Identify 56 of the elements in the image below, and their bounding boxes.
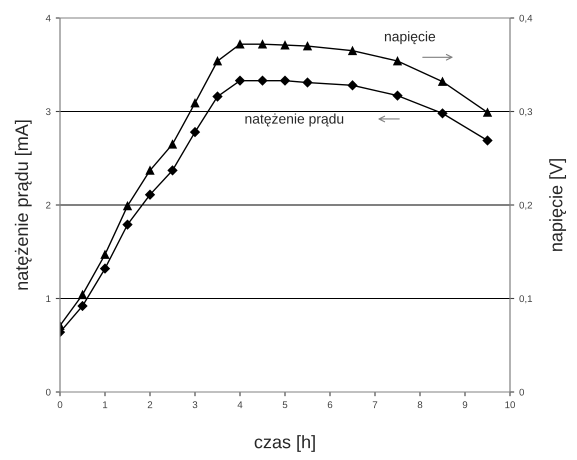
point	[168, 165, 178, 176]
y-tick-label: 4	[46, 14, 51, 22]
point	[213, 56, 222, 66]
series-label: natężenie prądu	[245, 114, 344, 126]
x-tick-label: 5	[282, 401, 288, 408]
y2-tick-label: 0	[519, 388, 524, 396]
point	[302, 78, 312, 88]
y2-tick-label: 0,4	[519, 14, 532, 23]
point	[236, 40, 244, 49]
x-tick-label: 9	[462, 401, 468, 408]
point	[438, 108, 448, 118]
y2-tick-label: 0,3	[519, 108, 532, 116]
x-tick-label: 1	[103, 401, 108, 408]
x-tick-label: 0	[58, 401, 62, 408]
x-tick-label: 4	[238, 401, 242, 408]
point	[483, 108, 492, 117]
x-tick-label: 8	[418, 401, 422, 408]
y-tick-label: 3	[46, 108, 51, 116]
x-tick-label: 7	[372, 401, 378, 408]
point	[146, 166, 154, 175]
point	[258, 76, 268, 86]
point	[122, 220, 132, 230]
x-axis-title: czas [h]	[254, 435, 315, 452]
y2-tick-label: 0,2	[519, 202, 532, 210]
x-tick-label: 10	[505, 401, 516, 408]
y2-tick-label: 0,1	[519, 295, 532, 304]
x-tick-label: 6	[328, 401, 332, 408]
y-tick-label: 1	[46, 295, 50, 302]
point	[235, 76, 245, 86]
point	[190, 98, 200, 108]
point	[258, 40, 267, 49]
y2-axis-title: napięcie [V]	[549, 159, 566, 251]
point	[348, 80, 358, 90]
point	[100, 264, 110, 274]
point	[145, 190, 155, 200]
point	[168, 140, 177, 149]
point	[100, 250, 110, 259]
x-tick-label: 2	[148, 401, 152, 408]
point	[438, 77, 447, 86]
x-tick-label: 3	[192, 401, 198, 408]
point	[280, 40, 290, 50]
series-label: napięcie	[384, 31, 436, 44]
y-tick-label: 0	[46, 388, 51, 396]
point	[123, 202, 132, 210]
point	[78, 301, 88, 311]
y-axis-title: natężenie prądu [mA]	[14, 120, 32, 290]
point	[348, 46, 357, 56]
point	[212, 92, 222, 102]
point	[392, 90, 402, 101]
point	[190, 127, 200, 138]
y-tick-label: 2	[46, 202, 50, 209]
point	[280, 76, 290, 86]
point	[303, 42, 312, 50]
point	[393, 56, 402, 66]
point	[482, 136, 492, 146]
point	[78, 290, 87, 300]
